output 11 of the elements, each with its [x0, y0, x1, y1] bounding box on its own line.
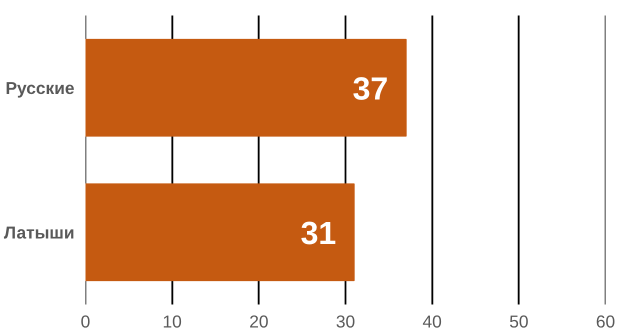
data-label: 37: [352, 70, 388, 106]
x-tick-label: 20: [249, 312, 268, 332]
x-tick-label: 0: [80, 312, 90, 332]
x-tick-label: 50: [509, 312, 528, 332]
y-tick-label: Латыши: [4, 222, 74, 242]
x-tick-label: 40: [422, 312, 442, 332]
y-tick-label: Русские: [6, 78, 75, 98]
x-tick-label: 60: [596, 312, 616, 332]
x-tick-label: 30: [336, 312, 356, 332]
x-tick-label: 10: [162, 312, 182, 332]
data-label: 31: [300, 214, 336, 251]
